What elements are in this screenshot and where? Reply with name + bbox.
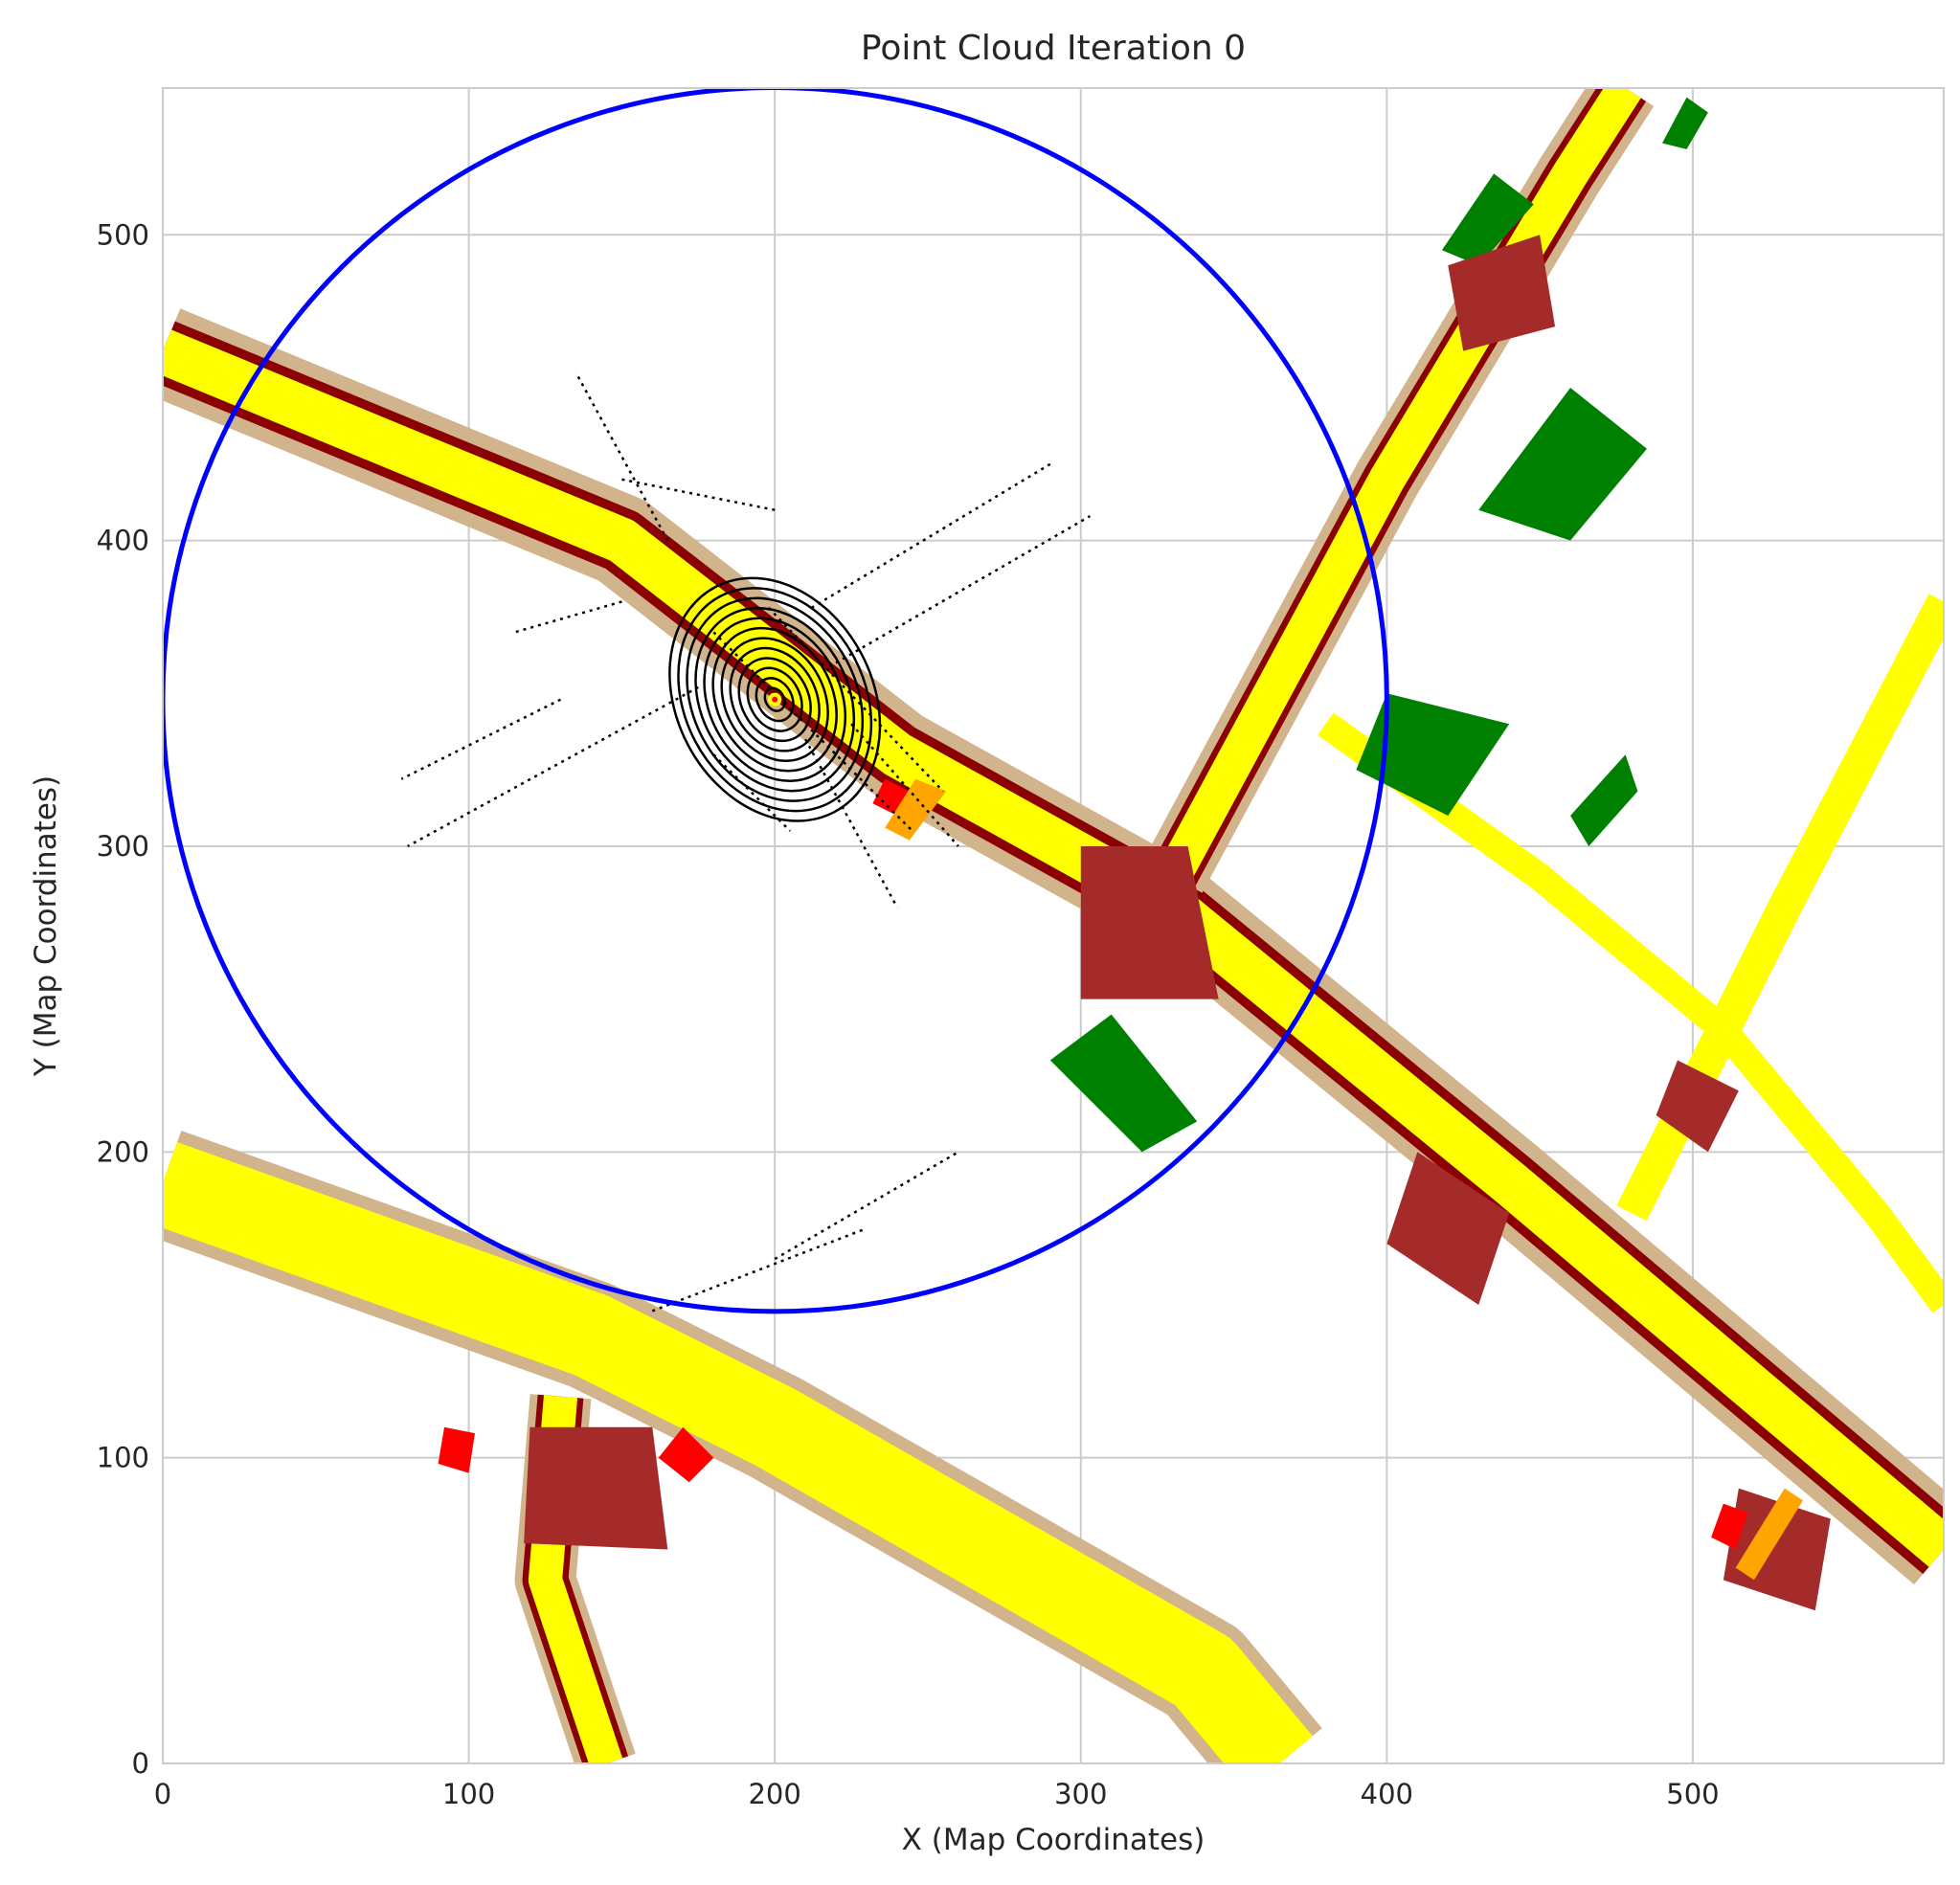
point-cloud-ring	[677, 587, 873, 813]
point-cloud-ring	[694, 606, 856, 793]
y-tick-label: 400	[97, 525, 149, 557]
map-road-sidewalk	[163, 308, 1944, 1585]
point-cloud-scan-line	[400, 698, 562, 780]
y-tick-label: 300	[97, 830, 149, 863]
background-map	[163, 88, 1944, 1763]
map-area-crossing	[1448, 235, 1556, 351]
point-cloud-ring	[729, 646, 821, 752]
map-area-crossing	[1386, 1152, 1510, 1305]
map-area-vegetation	[1570, 754, 1638, 846]
map-area-vegetation	[1662, 97, 1708, 149]
point-cloud-scan-line	[514, 600, 622, 634]
point-cloud	[400, 371, 1092, 1313]
point-cloud-scan-line	[651, 1226, 867, 1313]
map-area-crossing	[1656, 1060, 1739, 1153]
y-tick-label: 0	[132, 1747, 149, 1780]
y-axis-label: Y (Map Coordinates)	[29, 775, 63, 1077]
plot-frame	[162, 87, 1945, 1764]
map-area-vegetation	[1441, 173, 1534, 266]
point-cloud-ring	[686, 596, 865, 802]
x-tick-label: 300	[1054, 1778, 1107, 1810]
point-cloud-scan-line	[407, 685, 699, 848]
map-area-crossing	[1080, 846, 1219, 999]
point-cloud-scan-line	[810, 462, 1051, 609]
point-cloud-scan-line	[712, 753, 792, 832]
point-cloud-ring	[703, 617, 847, 782]
map-area-vegetation	[1049, 1014, 1198, 1153]
point-cloud-ring	[711, 626, 838, 773]
point-cloud-scan-line	[835, 515, 1092, 664]
point-cloud-scan-line	[774, 1151, 959, 1261]
x-tick-label: 400	[1361, 1778, 1413, 1810]
map-area-vegetation	[1356, 693, 1510, 816]
x-tick-label: 100	[442, 1778, 495, 1810]
point-cloud-ring	[746, 666, 803, 732]
map-area-crossing	[524, 1426, 668, 1550]
map-area-stop_line	[885, 778, 947, 841]
point-cloud-scan-line	[712, 631, 913, 832]
x-tick-label: 0	[154, 1778, 171, 1810]
point-cloud-ring	[763, 686, 786, 712]
point-cloud-ring	[720, 637, 829, 763]
grid-lines	[162, 88, 1944, 1764]
range-circle	[163, 88, 1389, 1314]
tick-labels: 0 100 200 300 400 500 0 100 200 300 400 500	[97, 218, 1720, 1810]
point-cloud-scan-line	[574, 371, 669, 542]
y-tick-label: 100	[97, 1442, 149, 1474]
map-area-crossing	[1723, 1488, 1831, 1611]
map-road-lane	[163, 1142, 1313, 1763]
y-tick-label: 200	[97, 1135, 149, 1168]
range-overlay	[163, 88, 1389, 1314]
map-area-vegetation	[1478, 388, 1647, 541]
map-area-marker	[658, 1426, 714, 1483]
point-cloud-ring	[755, 677, 795, 723]
x-tick-label: 500	[1666, 1778, 1719, 1810]
map-area-marker	[1711, 1503, 1748, 1550]
x-axis-label: X (Map Coordinates)	[902, 1823, 1205, 1857]
y-tick-label: 500	[97, 218, 149, 251]
point-cloud-ring	[737, 657, 812, 743]
ego-vehicle-center	[772, 696, 778, 703]
map-road-lane	[163, 329, 1944, 1567]
chart-title: Point Cloud Iteration 0	[861, 29, 1246, 68]
point-cloud-ring	[668, 576, 882, 822]
point-cloud-scan-line	[621, 478, 776, 511]
map-area-marker	[438, 1426, 475, 1473]
point-cloud-scan-line	[804, 738, 899, 909]
map-area-stop_line	[1735, 1488, 1803, 1581]
x-tick-label: 200	[748, 1778, 800, 1810]
